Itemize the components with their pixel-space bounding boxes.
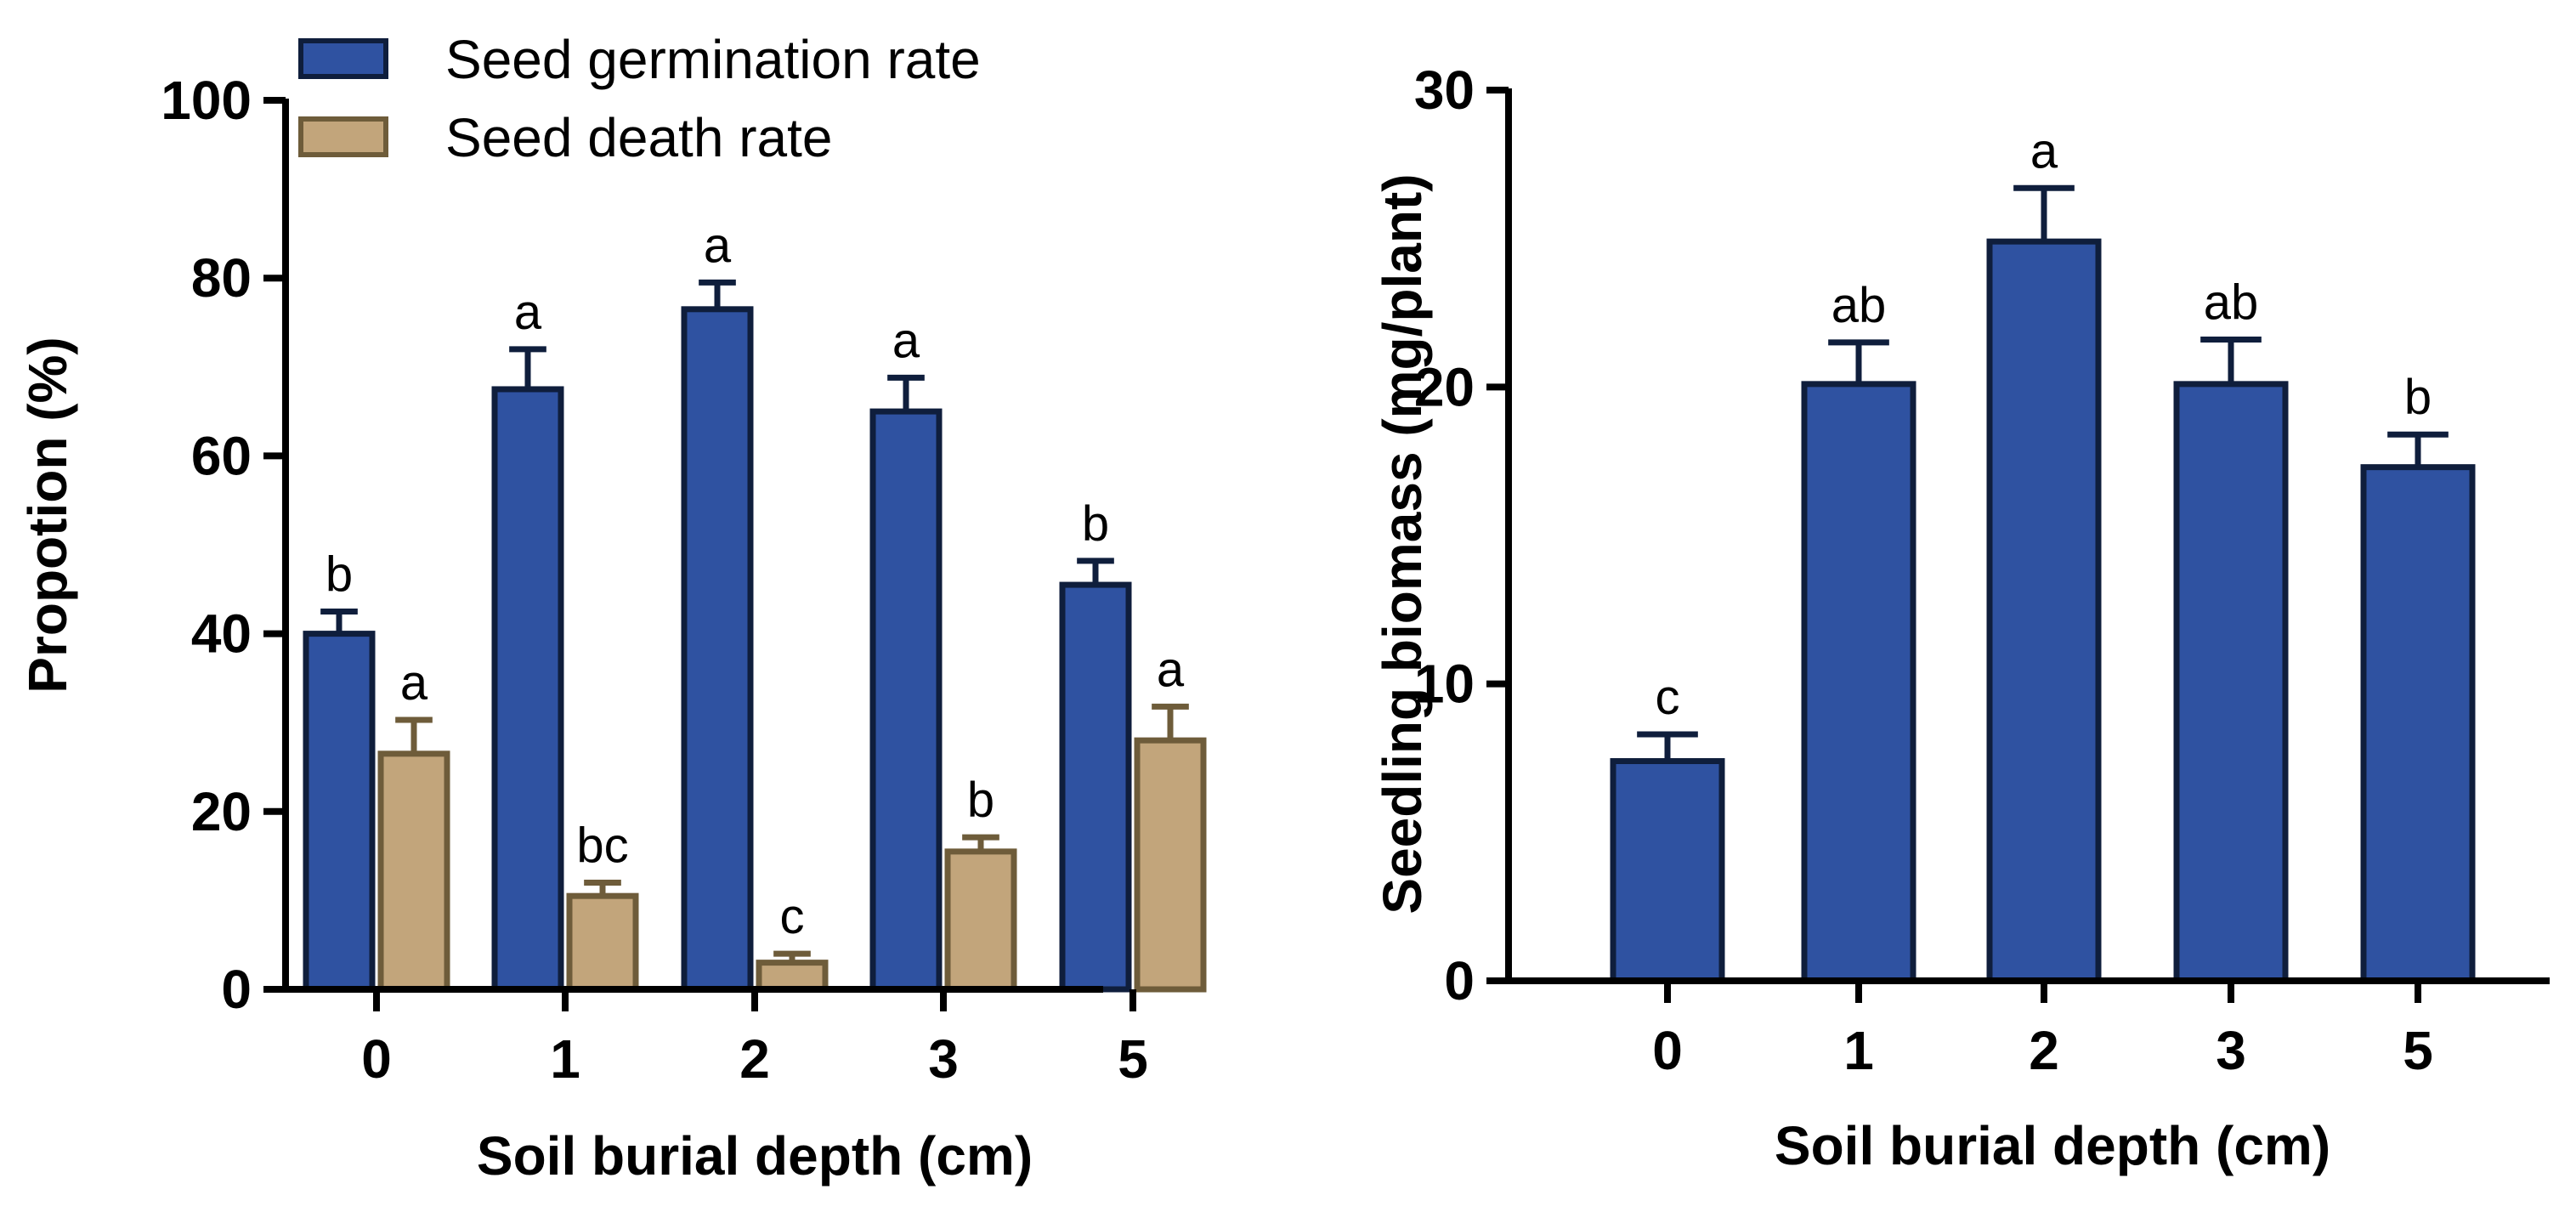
bar xyxy=(377,750,450,993)
seedling-biomass-chart: c ab a ab b 0 10 20 30 0 1 2 3 5 Seedling biomass (… xyxy=(1372,59,2550,1176)
y-tick-label: 30 xyxy=(1414,59,1475,121)
bar xyxy=(1610,757,1725,984)
y-tick-label: 20 xyxy=(1414,356,1475,417)
y-tick-label: 0 xyxy=(1444,950,1475,1011)
legend-swatch-germination xyxy=(298,38,388,79)
bar xyxy=(944,848,1017,993)
x-tick-label: 3 xyxy=(2216,1020,2246,1081)
significance-letter: a xyxy=(514,285,542,340)
bar xyxy=(1059,581,1132,993)
right-y-axis: 0 10 20 30 xyxy=(1414,59,1512,1011)
x-tick-label: 2 xyxy=(739,1028,770,1090)
bar xyxy=(303,631,376,993)
significance-letter: b xyxy=(326,547,353,602)
y-tick-label: 60 xyxy=(191,425,252,486)
bar xyxy=(1986,238,2102,984)
left-x-axis: 0 1 2 3 5 xyxy=(282,986,1148,1090)
significance-letter: a xyxy=(892,313,920,368)
legend-swatch-death xyxy=(298,116,388,157)
x-tick-label: 1 xyxy=(1843,1020,1874,1081)
bar xyxy=(2173,381,2289,984)
y-tick-label: 0 xyxy=(221,959,252,1020)
significance-letter: b xyxy=(967,773,994,828)
y-tick-label: 80 xyxy=(191,247,252,309)
bar xyxy=(681,306,754,993)
x-tick-label: 2 xyxy=(2029,1020,2059,1081)
significance-letter: c xyxy=(780,889,805,944)
right-x-axis: 0 1 2 3 5 xyxy=(1505,977,2550,1081)
significance-letter: bc xyxy=(576,818,628,873)
significance-letter: ab xyxy=(2204,275,2259,330)
bar xyxy=(491,386,564,993)
bar xyxy=(566,892,639,993)
legend: Seed germination rate Seed death rate xyxy=(298,29,981,168)
y-tick-label: 40 xyxy=(191,603,252,665)
significance-letter: a xyxy=(1157,642,1185,697)
left-y-axis: 0 20 40 60 80 100 xyxy=(161,70,289,1020)
significance-letter: a xyxy=(400,655,428,711)
x-tick-label: 1 xyxy=(550,1028,580,1090)
bar xyxy=(2360,464,2476,984)
bar xyxy=(1134,737,1207,993)
x-tick-label: 0 xyxy=(361,1028,392,1090)
significance-letter: b xyxy=(2404,370,2432,425)
y-tick-label: 10 xyxy=(1414,654,1475,715)
significance-letter: b xyxy=(1082,496,1109,552)
significance-letter: ab xyxy=(1832,278,1887,333)
bar xyxy=(869,408,943,993)
bar xyxy=(756,960,829,993)
bar xyxy=(1801,381,1916,984)
legend-label-death: Seed death rate xyxy=(445,107,832,168)
right-y-axis-title: Seedling biomass (mg/plant) xyxy=(1372,173,1433,914)
right-x-axis-title: Soil burial depth (cm) xyxy=(1775,1115,2330,1176)
x-tick-label: 5 xyxy=(1118,1028,1148,1090)
significance-letter: c xyxy=(1656,670,1680,725)
right-bars: c ab a ab b xyxy=(1610,123,2476,984)
legend-label-germination: Seed germination rate xyxy=(445,29,981,90)
left-y-axis-title: Propotion (%) xyxy=(17,337,78,693)
y-tick-label: 100 xyxy=(161,70,252,131)
significance-letter: a xyxy=(2030,123,2058,178)
significance-letter: a xyxy=(704,218,732,273)
x-tick-label: 3 xyxy=(928,1028,959,1090)
y-tick-label: 20 xyxy=(191,781,252,842)
x-tick-label: 0 xyxy=(1652,1020,1683,1081)
left-x-axis-title: Soil burial depth (cm) xyxy=(477,1125,1033,1187)
x-tick-label: 5 xyxy=(2403,1020,2433,1081)
